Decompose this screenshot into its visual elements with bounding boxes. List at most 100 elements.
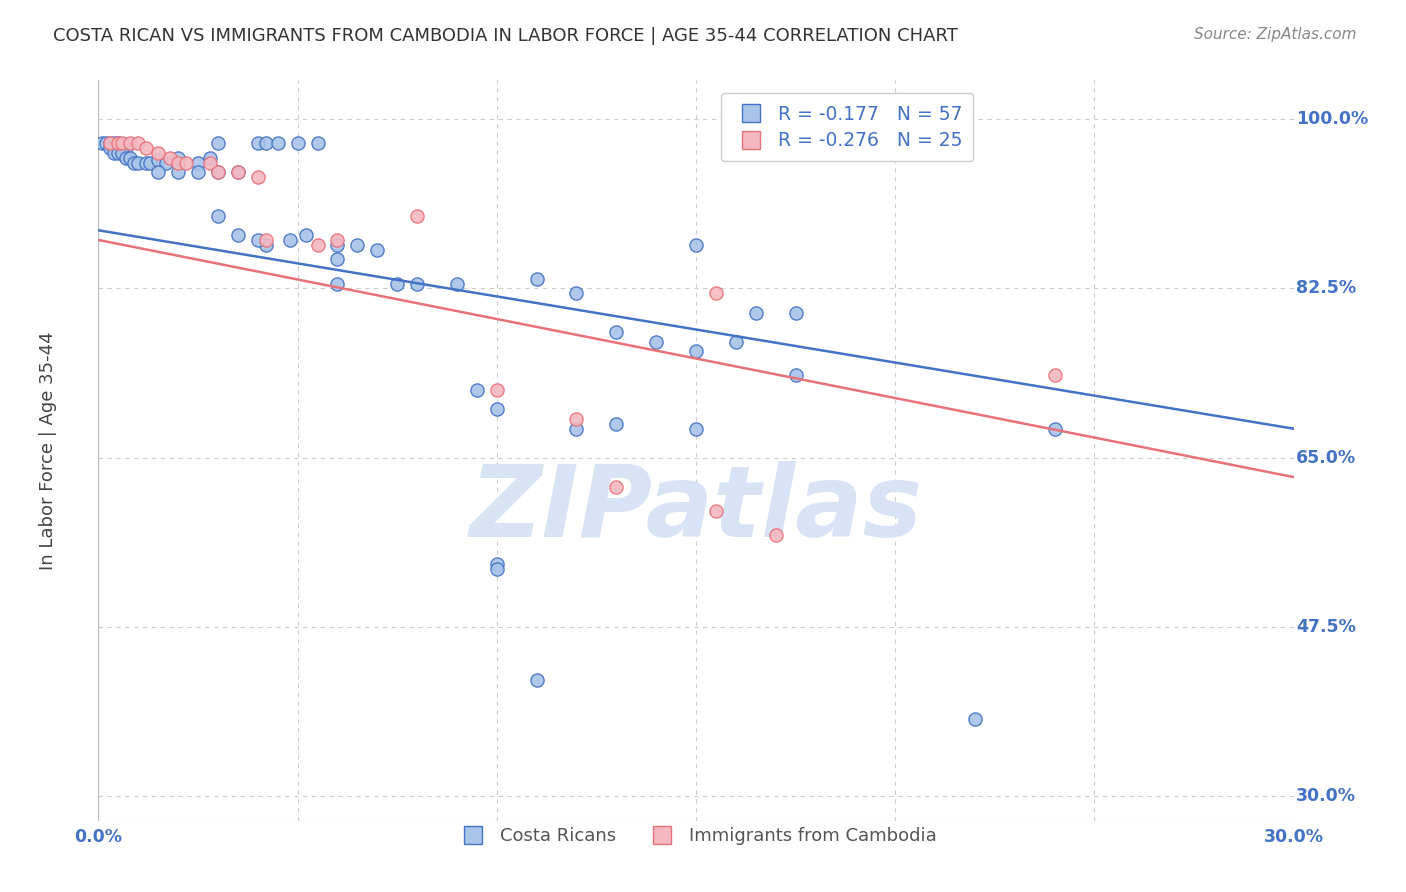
Point <box>135 155 157 169</box>
Point <box>254 233 277 247</box>
Point <box>485 402 508 417</box>
Point <box>127 155 149 169</box>
Point <box>167 151 190 165</box>
Point <box>307 237 329 252</box>
Point <box>963 712 986 726</box>
Text: 65.0%: 65.0% <box>1296 449 1355 467</box>
Point <box>111 141 134 155</box>
Point <box>254 237 277 252</box>
Point <box>1043 422 1066 436</box>
Point <box>704 504 727 518</box>
Point <box>207 209 229 223</box>
Text: In Labor Force | Age 35-44: In Labor Force | Age 35-44 <box>39 331 58 570</box>
Text: ZIPatlas: ZIPatlas <box>470 461 922 558</box>
Point <box>226 228 249 243</box>
Point <box>485 557 508 571</box>
Point <box>96 136 118 151</box>
Point <box>326 237 349 252</box>
Point <box>174 155 197 169</box>
Point <box>366 243 388 257</box>
Point <box>685 422 707 436</box>
Point <box>120 136 142 151</box>
Point <box>346 237 368 252</box>
Point <box>120 151 142 165</box>
Point <box>1043 368 1066 383</box>
Point <box>605 325 627 339</box>
Legend: Costa Ricans, Immigrants from Cambodia: Costa Ricans, Immigrants from Cambodia <box>449 820 943 853</box>
Text: 30.0%: 30.0% <box>1296 788 1355 805</box>
Point <box>111 145 134 160</box>
Point <box>685 344 707 359</box>
Point <box>198 151 221 165</box>
Point <box>465 383 488 397</box>
Point <box>155 155 177 169</box>
Point <box>785 368 807 383</box>
Point <box>526 271 548 285</box>
Point <box>565 286 588 301</box>
Point <box>645 334 668 349</box>
Text: 30.0%: 30.0% <box>1264 829 1323 847</box>
Point <box>406 277 429 291</box>
Point <box>148 165 170 179</box>
Point <box>98 141 122 155</box>
Point <box>111 136 134 151</box>
Text: 82.5%: 82.5% <box>1296 279 1355 297</box>
Point <box>704 286 727 301</box>
Point <box>246 136 269 151</box>
Point <box>605 480 627 494</box>
Point <box>107 136 129 151</box>
Point <box>207 136 229 151</box>
Point <box>226 165 249 179</box>
Point <box>326 233 349 247</box>
Text: 100.0%: 100.0% <box>1296 110 1368 128</box>
Point <box>115 151 138 165</box>
Point <box>91 136 114 151</box>
Point <box>685 237 707 252</box>
Point <box>148 145 170 160</box>
Point <box>207 165 229 179</box>
Point <box>207 165 229 179</box>
Point <box>785 305 807 319</box>
Point <box>287 136 309 151</box>
Point <box>139 155 162 169</box>
Point <box>107 136 129 151</box>
Point <box>148 153 170 167</box>
Point <box>159 151 181 165</box>
Point <box>187 165 209 179</box>
Point <box>724 334 747 349</box>
Point <box>103 141 125 155</box>
Point <box>98 136 122 151</box>
Point <box>254 136 277 151</box>
Point <box>115 141 138 155</box>
Point <box>98 136 122 151</box>
Point <box>385 277 409 291</box>
Text: Source: ZipAtlas.com: Source: ZipAtlas.com <box>1194 27 1357 42</box>
Point <box>765 528 787 542</box>
Point <box>565 412 588 426</box>
Point <box>446 277 468 291</box>
Point <box>167 165 190 179</box>
Point <box>103 136 125 151</box>
Point <box>107 145 129 160</box>
Point <box>127 136 149 151</box>
Point <box>326 252 349 267</box>
Point <box>278 233 301 247</box>
Point <box>103 145 125 160</box>
Point <box>198 155 221 169</box>
Point <box>135 141 157 155</box>
Text: COSTA RICAN VS IMMIGRANTS FROM CAMBODIA IN LABOR FORCE | AGE 35-44 CORRELATION C: COSTA RICAN VS IMMIGRANTS FROM CAMBODIA … <box>53 27 959 45</box>
Point <box>406 209 429 223</box>
Point <box>294 228 316 243</box>
Point <box>167 155 190 169</box>
Point <box>565 422 588 436</box>
Point <box>307 136 329 151</box>
Point <box>187 155 209 169</box>
Point <box>485 562 508 576</box>
Text: 47.5%: 47.5% <box>1296 618 1355 636</box>
Point <box>124 155 146 169</box>
Point <box>605 417 627 431</box>
Point <box>267 136 290 151</box>
Point <box>526 673 548 688</box>
Point <box>246 169 269 184</box>
Point <box>226 165 249 179</box>
